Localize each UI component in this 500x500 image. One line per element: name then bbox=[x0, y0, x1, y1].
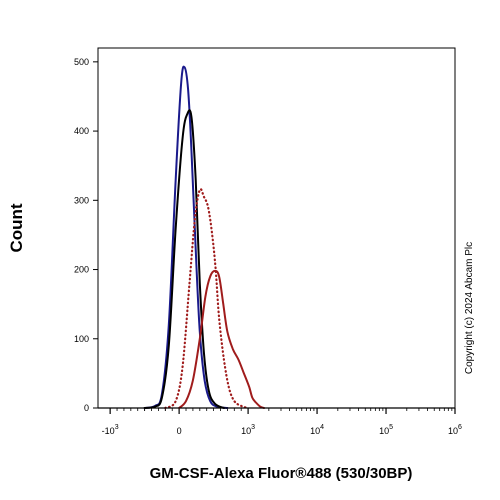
y-tick-label: 200 bbox=[74, 265, 89, 275]
y-axis bbox=[93, 61, 98, 409]
x-axis bbox=[109, 408, 456, 414]
series-line-1 bbox=[143, 65, 229, 409]
copyright-annotation: Copyright (c) 2024 Abcam Plc bbox=[464, 242, 475, 374]
x-tick-label: 106 bbox=[448, 424, 462, 436]
y-tick-label: 300 bbox=[74, 195, 89, 205]
y-tick-label: 0 bbox=[84, 403, 89, 413]
y-axis-title: Count bbox=[7, 203, 26, 252]
x-axis-title: GM-CSF-Alexa Fluor®488 (530/30BP) bbox=[150, 465, 413, 482]
x-tick-label: -103 bbox=[102, 424, 119, 436]
series-line-4 bbox=[178, 269, 265, 409]
x-tick-label: 103 bbox=[241, 424, 255, 436]
y-tick-label: 400 bbox=[74, 126, 89, 136]
y-tick-label: 100 bbox=[74, 334, 89, 344]
x-tick-label: 104 bbox=[310, 424, 324, 436]
tick-labels: 0 100 200 300 400 500 -103 0 103 104 105 106 bbox=[74, 57, 462, 436]
plot-frame bbox=[97, 47, 456, 409]
x-tick-label: 105 bbox=[379, 424, 393, 436]
histogram-series bbox=[98, 65, 455, 410]
series-line-2 bbox=[143, 109, 225, 409]
x-tick-label: 0 bbox=[177, 426, 182, 436]
y-tick-label: 500 bbox=[74, 57, 89, 67]
series-line-3 bbox=[164, 188, 250, 410]
